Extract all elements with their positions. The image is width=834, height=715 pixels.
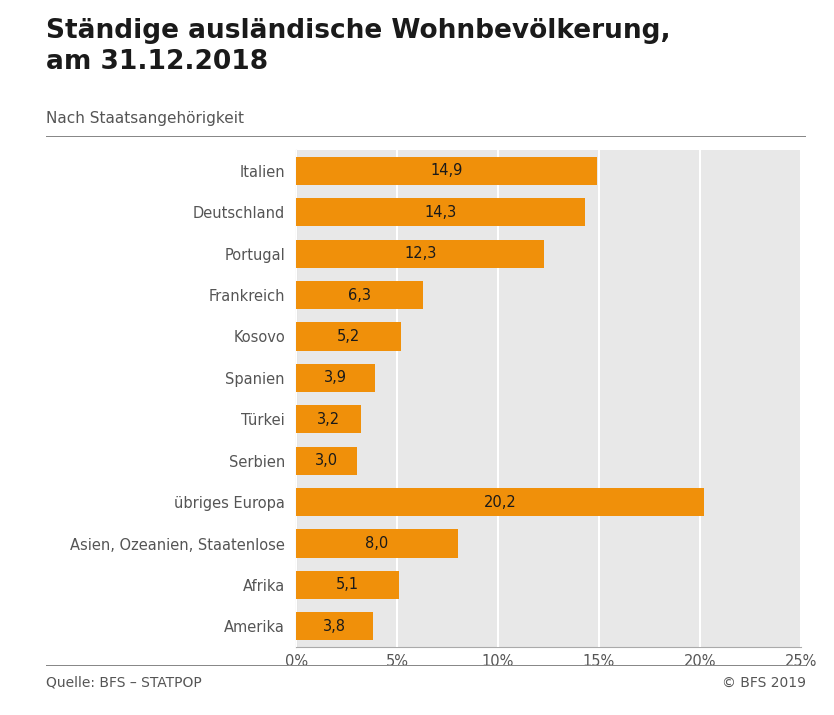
Bar — [296, 488, 704, 516]
Text: 12,3: 12,3 — [404, 246, 436, 261]
Text: 14,9: 14,9 — [430, 163, 463, 178]
Text: 3,8: 3,8 — [323, 619, 346, 634]
Bar — [296, 447, 357, 475]
Text: 6,3: 6,3 — [348, 287, 371, 302]
Bar — [296, 405, 360, 433]
Bar — [296, 571, 399, 599]
Text: 3,2: 3,2 — [317, 412, 340, 427]
Text: 20,2: 20,2 — [484, 495, 516, 510]
Text: 3,9: 3,9 — [324, 370, 347, 385]
Text: Nach Staatsangehörigkeit: Nach Staatsangehörigkeit — [46, 111, 244, 126]
Bar — [296, 157, 597, 185]
Bar — [296, 281, 423, 309]
Text: 5,2: 5,2 — [337, 329, 360, 344]
Text: 8,0: 8,0 — [365, 536, 389, 551]
Bar — [296, 530, 458, 558]
Text: Ständige ausländische Wohnbevölkerung,
am 31.12.2018: Ständige ausländische Wohnbevölkerung, a… — [46, 18, 671, 75]
Bar — [296, 612, 373, 641]
Text: 5,1: 5,1 — [336, 578, 359, 593]
Text: Quelle: BFS – STATPOP: Quelle: BFS – STATPOP — [46, 676, 202, 690]
Bar — [296, 198, 585, 227]
Text: © BFS 2019: © BFS 2019 — [722, 676, 806, 690]
Bar — [296, 322, 401, 350]
Text: 14,3: 14,3 — [425, 204, 456, 220]
Bar — [296, 364, 374, 392]
Text: 3,0: 3,0 — [314, 453, 338, 468]
Bar — [296, 240, 545, 267]
